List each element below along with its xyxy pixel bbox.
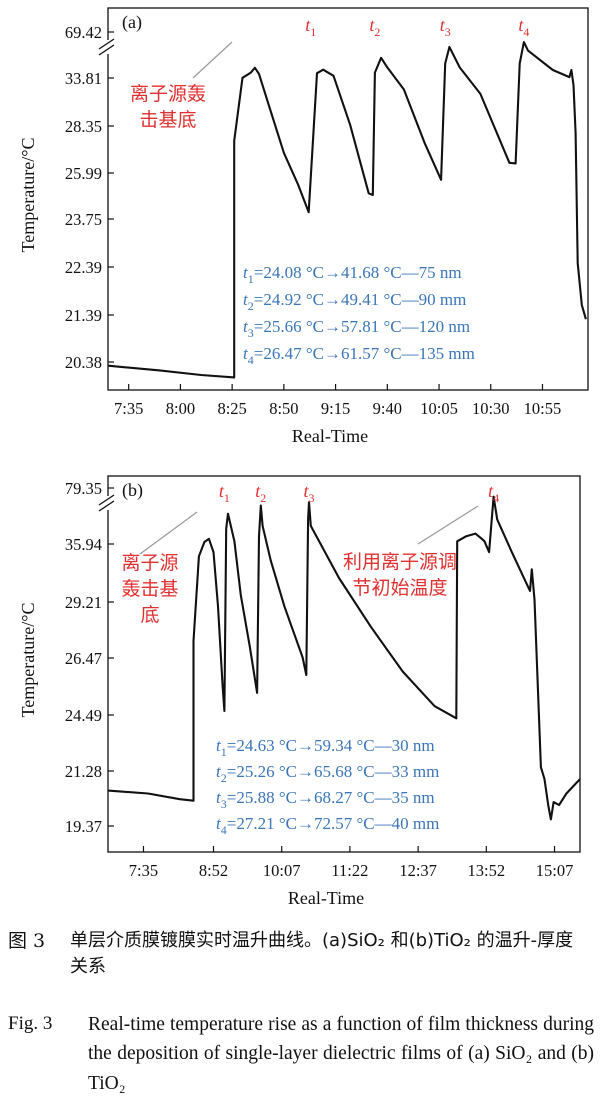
y-tick-label: 22.39: [65, 258, 102, 277]
legend-entry: t2=25.26 °C→65.68 °C—33 mm: [216, 762, 439, 785]
plot-frame: [107, 7, 589, 391]
y-tick-label: 25.99: [65, 164, 102, 183]
y-tick-label: 28.35: [65, 117, 102, 136]
x-tick-label: 7:35: [129, 861, 158, 880]
x-tick-label: 15:07: [536, 861, 574, 880]
x-tick-label: 10:07: [263, 861, 301, 880]
marker-t3: t3: [303, 481, 314, 505]
y-tick-label: 33.81: [65, 69, 102, 88]
x-tick-label: 8:52: [199, 861, 228, 880]
chart-b-svg: 79.35 35.94 29.21 26.47 24.49 21.28 19.37 7:35 8…: [18, 475, 581, 908]
marker-t3: t3: [440, 15, 451, 39]
annotation-leader: [192, 41, 233, 79]
annotation-text: 利用离子源调: [343, 551, 457, 573]
panel-label: (a): [122, 12, 142, 33]
chart-b: 79.35 35.94 29.21 26.47 24.49 21.28 19.37 7:35 8…: [0, 462, 604, 914]
legend-entry: t3=25.88 °C→68.27 °C—35 nm: [216, 788, 435, 811]
caption-en-label: Fig. 3: [8, 1013, 53, 1034]
axis-break-mark: [98, 494, 115, 512]
x-tick-label: 9:40: [373, 399, 402, 418]
legend-entry: t1=24.63 °C→59.34 °C—30 nm: [216, 736, 435, 759]
x-tick-label: 9:15: [321, 399, 350, 418]
annotation-text: 节初始温度: [352, 577, 447, 599]
y-tick-label: 21.28: [65, 762, 102, 781]
caption-zh-text: 单层介质膜镀膜实时温升曲线。(a)SiO₂ 和(b)TiO₂ 的温升-厚度关系: [70, 930, 574, 978]
marker-t4: t4: [518, 15, 529, 39]
y-tick-label: 23.75: [65, 210, 102, 229]
x-tick-label: 8:50: [269, 399, 298, 418]
marker-t1: t1: [219, 481, 230, 505]
marker-t2: t2: [369, 15, 380, 39]
annotation-text: 底: [140, 604, 159, 626]
temperature-curve-a: [107, 41, 587, 379]
chart-a-svg: 69.42 33.81 28.35 25.99 23.75 22.39 21.39 20.38…: [18, 7, 589, 446]
y-tick-label: 29.21: [65, 593, 102, 612]
plot-frame: [107, 475, 581, 853]
x-tick-label: 10:30: [472, 399, 510, 418]
x-tick-label: 10:55: [524, 399, 562, 418]
y-tick-label: 35.94: [65, 535, 102, 554]
y-tick-label: 24.49: [65, 706, 102, 725]
x-axis-label: Real-Time: [288, 888, 364, 908]
annotation-text: 离子源轰: [130, 83, 206, 105]
x-tick-label: 10:05: [420, 399, 458, 418]
caption-zh-label: 图 3: [8, 930, 46, 952]
x-tick-label: 13:52: [468, 861, 506, 880]
legend-entry: t4=26.47 °C→61.57 °C—135 mm: [243, 344, 475, 367]
x-tick-label: 8:25: [217, 399, 246, 418]
x-axis-label: Real-Time: [292, 426, 368, 446]
y-tick-label: 79.35: [65, 479, 102, 498]
annotation-text: 轰击基: [121, 578, 178, 600]
temperature-curve-b: [107, 495, 581, 821]
x-tick-label: 8:00: [166, 399, 195, 418]
y-tick-label: 20.38: [65, 353, 102, 372]
legend-entry: t1=24.08 °C→41.68 °C—75 nm: [243, 263, 462, 286]
legend-entry: t3=25.66 °C→57.81 °C—120 nm: [243, 317, 470, 340]
annotation-text: 离子源: [121, 552, 178, 574]
panel-label: (b): [122, 480, 143, 501]
x-tick-label: 12:37: [399, 861, 437, 880]
y-tick-label: 69.42: [65, 23, 102, 42]
y-axis-label: Temperature/°C: [18, 138, 38, 253]
marker-t1: t1: [305, 15, 316, 39]
x-tick-label: 7:35: [114, 399, 143, 418]
caption-en-text: Real-time temperature rise as a function…: [88, 1014, 594, 1094]
axis-break-mark: [98, 38, 115, 56]
legend-entry: t4=27.21 °C→72.57 °C—40 mm: [216, 814, 439, 837]
annotation-leader: [417, 505, 479, 545]
marker-t4: t4: [488, 481, 499, 505]
chart-a: 69.42 33.81 28.35 25.99 23.75 22.39 21.39 20.38…: [0, 0, 604, 452]
marker-t2: t2: [255, 481, 266, 505]
y-tick-label: 19.37: [65, 817, 102, 836]
y-axis-label: Temperature/°C: [18, 603, 38, 718]
annotation-leader: [139, 511, 198, 555]
annotation-text: 击基底: [139, 109, 196, 131]
y-tick-label: 26.47: [65, 649, 102, 668]
y-tick-label: 21.39: [65, 306, 102, 325]
x-tick-label: 11:22: [331, 861, 368, 880]
legend-entry: t2=24.92 °C→49.41 °C—90 mm: [243, 290, 466, 313]
